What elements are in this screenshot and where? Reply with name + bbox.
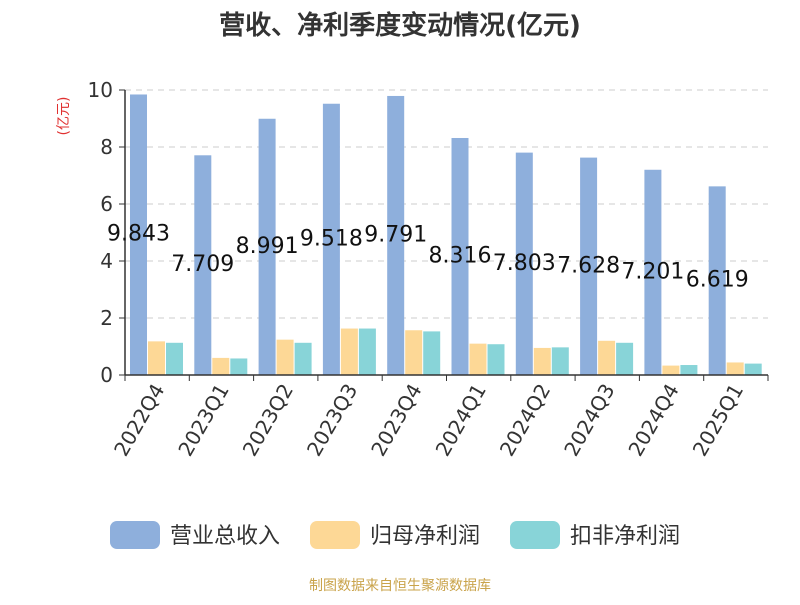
legend-label: 营业总收入	[170, 524, 280, 549]
bar-营业总收入	[580, 157, 598, 375]
legend-swatch	[510, 521, 560, 549]
y-tick-label: 0	[100, 363, 113, 387]
bar-扣非净利润	[423, 331, 441, 375]
y-tick-label: 4	[100, 249, 113, 273]
x-tick-label: 2023Q2	[238, 380, 298, 461]
bar-归母净利润	[212, 357, 230, 375]
x-tick-label: 2024Q4	[623, 380, 683, 461]
bar-扣非净利润	[230, 358, 248, 375]
bar-营业总收入	[322, 103, 340, 375]
data-label: 7.201	[621, 259, 684, 284]
grid-lines	[125, 89, 768, 319]
chart-title: 营收、净利季度变动情况(亿元)	[219, 10, 581, 41]
bar-扣非净利润	[551, 347, 569, 375]
source-note: 制图数据来自恒生聚源数据库	[309, 578, 491, 594]
bar-营业总收入	[451, 137, 469, 375]
bar-营业总收入	[258, 118, 276, 375]
data-label: 8.316	[429, 243, 492, 268]
bar-归母净利润	[662, 365, 680, 375]
data-label: 6.619	[686, 268, 749, 293]
y-tick-label: 6	[100, 192, 113, 216]
legend: 营业总收入 归母净利润 扣非净利润	[110, 521, 680, 549]
x-tick-label: 2023Q3	[302, 380, 362, 461]
bar-营业总收入	[194, 155, 212, 375]
bar-营业总收入	[644, 169, 662, 375]
data-label: 9.843	[107, 222, 170, 247]
bar-扣非净利润	[358, 328, 376, 375]
x-tick-label: 2024Q2	[495, 380, 555, 461]
data-label: 7.803	[493, 251, 556, 276]
bar-扣非净利润	[487, 344, 505, 375]
x-tick-label: 2024Q3	[559, 380, 619, 461]
bar-归母净利润	[726, 362, 744, 375]
x-tick-label: 2023Q1	[173, 380, 233, 461]
x-tick-label: 2023Q4	[366, 380, 426, 461]
bar-营业总收入	[515, 152, 533, 375]
bar-归母净利润	[469, 343, 487, 375]
bar-营业总收入	[708, 186, 726, 375]
data-label: 9.791	[364, 222, 427, 247]
bar-归母净利润	[340, 328, 358, 375]
legend-label: 归母净利润	[370, 524, 480, 549]
bar-扣非净利润	[166, 342, 183, 375]
data-label: 8.991	[236, 234, 299, 259]
y-tick-label: 10	[88, 78, 113, 102]
bar-归母净利润	[405, 330, 423, 375]
x-tick-label: 2022Q4	[109, 380, 169, 461]
legend-label: 扣非净利润	[570, 524, 680, 549]
data-label: 7.628	[557, 253, 620, 278]
bar-归母净利润	[276, 339, 294, 375]
legend-swatch	[110, 521, 160, 549]
bar-归母净利润	[598, 340, 616, 375]
bar-扣非净利润	[680, 365, 698, 375]
y-tick-label: 8	[100, 135, 113, 159]
bar-扣非净利润	[744, 363, 762, 375]
bars	[130, 94, 762, 376]
y-axis-label: (亿元)	[56, 97, 72, 136]
data-label: 9.518	[300, 226, 363, 251]
bar-营业总收入	[130, 94, 147, 376]
bar-归母净利润	[148, 341, 165, 375]
bar-扣非净利润	[294, 342, 312, 375]
y-tick-label: 2	[100, 306, 113, 330]
bar-归母净利润	[533, 347, 551, 375]
data-label: 7.709	[171, 252, 234, 277]
legend-swatch	[310, 521, 360, 549]
x-tick-label: 2025Q1	[688, 380, 748, 461]
bar-扣非净利润	[616, 342, 634, 375]
x-tick-label: 2024Q1	[431, 380, 491, 461]
bar-营业总收入	[387, 95, 405, 376]
